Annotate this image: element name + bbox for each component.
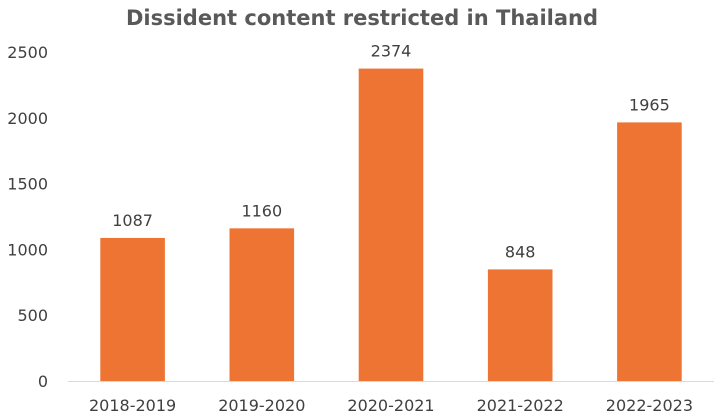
data-label-2019-2020: 1160 xyxy=(241,201,282,220)
y-tick-label: 0 xyxy=(38,372,48,391)
x-tick-label: 2020-2021 xyxy=(347,396,434,415)
bar-2019-2020 xyxy=(229,228,295,381)
y-tick-label: 2000 xyxy=(7,109,48,128)
x-tick-label: 2018-2019 xyxy=(89,396,176,415)
y-tick-label: 1500 xyxy=(7,175,48,194)
bar-2021-2022 xyxy=(487,269,553,381)
bar-2022-2023 xyxy=(617,122,682,381)
bar-2018-2019 xyxy=(100,237,165,381)
chart-title: Dissident content restricted in Thailand xyxy=(126,6,598,30)
bar-2020-2021 xyxy=(358,68,424,381)
data-label-2021-2022: 848 xyxy=(505,242,536,261)
x-tick-label: 2022-2023 xyxy=(606,396,693,415)
x-tick-label: 2019-2020 xyxy=(218,396,305,415)
x-axis-ticks: 2018-2019 2019-2020 2020-2021 2021-2022 2022… xyxy=(89,396,693,415)
y-tick-label: 500 xyxy=(17,306,48,325)
data-label-2022-2023: 1965 xyxy=(629,95,670,114)
bars xyxy=(100,68,682,381)
data-label-2020-2021: 2374 xyxy=(371,42,412,61)
y-tick-label: 1000 xyxy=(7,240,48,259)
data-label-2018-2019: 1087 xyxy=(112,211,153,230)
x-tick-label: 2021-2022 xyxy=(477,396,564,415)
data-labels: 1087 1160 2374 848 1965 xyxy=(112,42,670,262)
y-tick-label: 2500 xyxy=(7,43,48,62)
y-axis-ticks: 0 500 1000 1500 2000 2500 xyxy=(7,43,48,391)
